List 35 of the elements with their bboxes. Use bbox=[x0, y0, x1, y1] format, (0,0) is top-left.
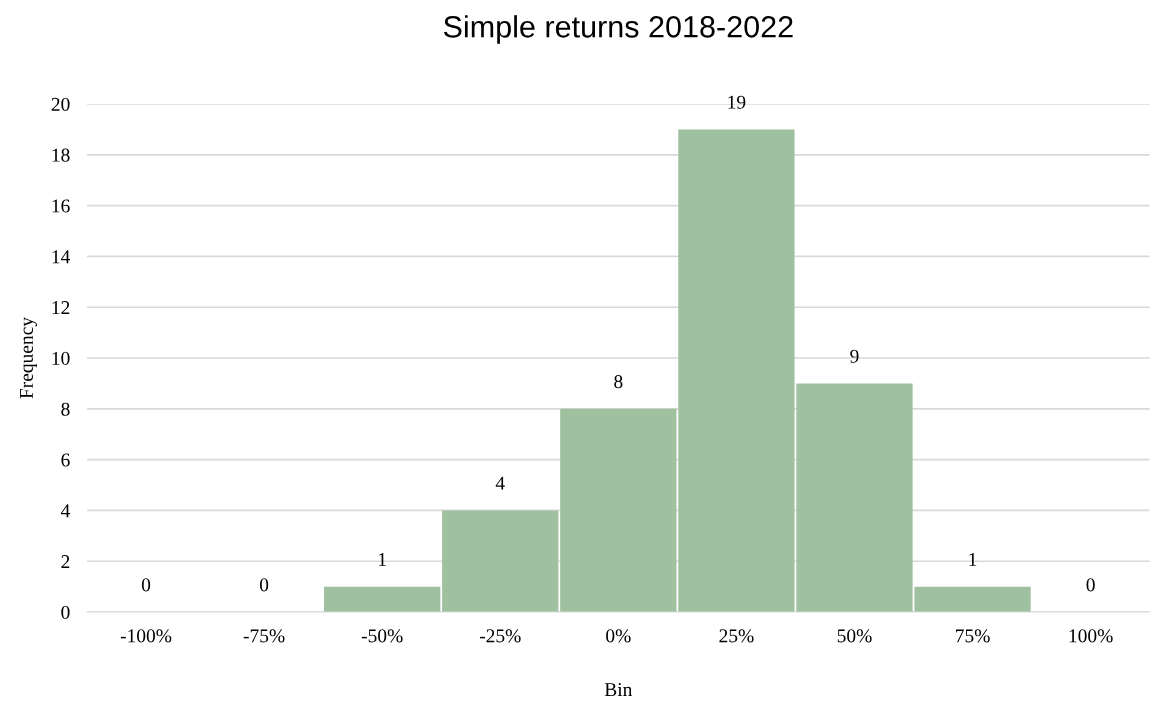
x-tick-label: -100% bbox=[120, 629, 172, 643]
y-tick-label: 6 bbox=[61, 453, 70, 467]
data-label: 1 bbox=[969, 552, 977, 566]
y-tick-label: 10 bbox=[52, 351, 70, 365]
y-tick-label: 14 bbox=[52, 250, 71, 264]
chart-title: Simple returns 2018-2022 bbox=[443, 15, 793, 44]
y-tick-label: 2 bbox=[61, 555, 70, 568]
y-tick-label: 16 bbox=[52, 199, 70, 213]
bar bbox=[442, 510, 559, 613]
data-label: 4 bbox=[495, 476, 505, 490]
x-tick-label: 75% bbox=[956, 629, 990, 643]
y-tick-label: 12 bbox=[52, 301, 70, 314]
y-axis-title: Frequency bbox=[20, 317, 37, 399]
data-label: 1 bbox=[379, 552, 386, 566]
data-label: 0 bbox=[259, 578, 269, 592]
data-label: 0 bbox=[1086, 578, 1095, 592]
bar bbox=[324, 586, 441, 613]
y-tick-label: 0 bbox=[61, 605, 70, 619]
x-tick-label: 100% bbox=[1069, 629, 1113, 643]
y-tick-label: 8 bbox=[61, 402, 70, 416]
bar bbox=[560, 408, 677, 613]
x-tick-label: 0% bbox=[606, 629, 631, 643]
x-tick-label: -25% bbox=[479, 629, 521, 643]
y-tick-label: 20 bbox=[51, 97, 70, 111]
x-axis-title: Bin bbox=[604, 683, 633, 696]
data-label: 19 bbox=[728, 95, 746, 109]
x-tick-label: 25% bbox=[719, 629, 754, 643]
y-tick-label: 18 bbox=[52, 148, 70, 162]
x-tick-label: -50% bbox=[361, 629, 403, 643]
x-tick-label: 50% bbox=[837, 629, 872, 643]
x-tick-label: -75% bbox=[243, 629, 285, 643]
data-label: 0 bbox=[141, 578, 151, 592]
data-label: 9 bbox=[850, 349, 859, 363]
data-label: 8 bbox=[614, 375, 623, 389]
y-tick-label: 4 bbox=[60, 504, 71, 518]
